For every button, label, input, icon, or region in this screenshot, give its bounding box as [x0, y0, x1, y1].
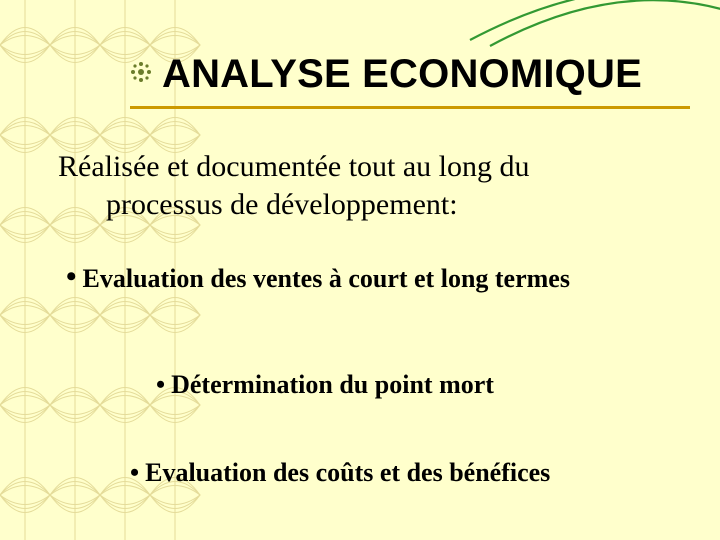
bullet-dot-icon: •	[156, 370, 165, 399]
title-underline	[130, 106, 690, 109]
bullet-3-text: Evaluation des coûts et des bénéfices	[145, 458, 550, 487]
bullet-dot-icon: •	[130, 458, 139, 487]
subtitle-line1: Réalisée et documentée tout au long du	[58, 150, 530, 183]
subtitle-line2: processus de développement:	[58, 186, 678, 224]
bullet-1-text: Evaluation des ventes à court et long te…	[83, 264, 570, 293]
bullet-dot-icon: •	[66, 260, 77, 293]
bullet-3: •Evaluation des coûts et des bénéfices	[130, 458, 690, 488]
slide-title: ANALYSE ECONOMIQUE	[162, 52, 642, 97]
bullet-2-text: Détermination du point mort	[171, 370, 494, 399]
bullet-1: •Evaluation des ventes à court et long t…	[66, 264, 686, 294]
bullet-2: •Détermination du point mort	[156, 370, 676, 400]
subtitle: Réalisée et documentée tout au long du p…	[58, 148, 678, 225]
title-bullet-icon	[130, 61, 152, 83]
